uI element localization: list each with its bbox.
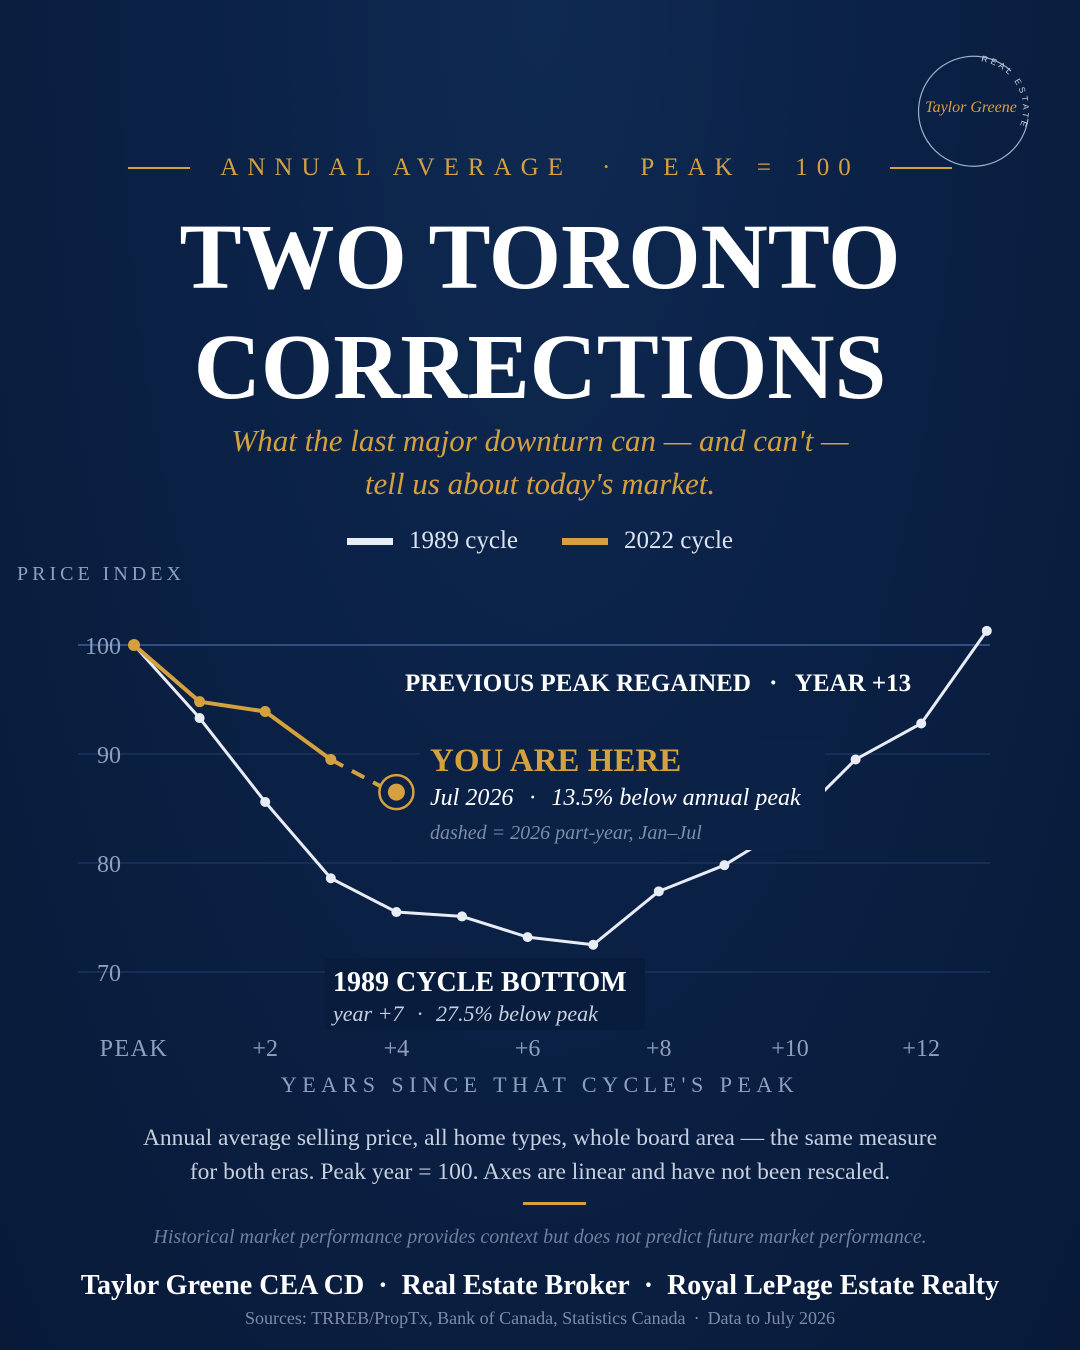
point-1989 xyxy=(260,796,271,807)
annotation-peak-regained: PREVIOUS PEAK REGAINED · YEAR +13 xyxy=(405,670,911,697)
point-1989 xyxy=(325,873,336,884)
point-1989 xyxy=(457,911,467,922)
you-are-here-note: dashed = 2026 part-year, Jan–Jul xyxy=(430,822,702,844)
bottom-label-title: 1989 CYCLE BOTTOM xyxy=(333,967,627,998)
point-1989 xyxy=(391,907,402,918)
series-line-1989 xyxy=(132,629,989,947)
x-tick-label: +10 xyxy=(771,1036,809,1062)
kicker-separator: · xyxy=(601,154,611,181)
disclaimer: Historical market performance provides c… xyxy=(153,1226,927,1248)
legend-label-2022: 2022 cycle xyxy=(624,527,733,554)
point-peak xyxy=(128,639,140,651)
chart-legend: 1989 cycle 2022 cycle xyxy=(0,523,1080,559)
point-1989 xyxy=(522,932,533,943)
subtitle-line-1: What the last major downturn can — and c… xyxy=(231,423,849,458)
you-are-here-backdrop xyxy=(420,738,825,850)
bottom-label-backdrop xyxy=(325,958,645,1030)
y-tick-label: 80 xyxy=(97,852,121,878)
point-2022 xyxy=(194,696,206,708)
subtitle-line-2: tell us about today's market. xyxy=(364,466,716,501)
brand-logo: REAL ESTATE Taylor Greene xyxy=(917,53,1031,167)
credits-separator: · xyxy=(643,1270,654,1301)
legend-item-1989: 1989 cycle xyxy=(347,527,518,555)
legend-label-1989: 1989 cycle xyxy=(409,527,518,554)
method-note-line-1: Annual average selling price, all home t… xyxy=(142,1125,938,1151)
sources-text: Sources: TRREB/PropTx, Bank of Canada, S… xyxy=(244,1308,686,1328)
point-1989 xyxy=(588,939,599,950)
you-are-here-ring xyxy=(378,773,415,811)
sources-data-to: Data to July 2026 xyxy=(707,1308,836,1328)
point-1989 xyxy=(653,886,664,897)
kicker-rule-right xyxy=(889,167,952,169)
x-tick-label: +6 xyxy=(515,1036,541,1062)
you-are-here-point xyxy=(387,783,405,801)
point-1989 xyxy=(916,718,927,729)
point-1989 xyxy=(194,713,205,724)
sources: Sources: TRREB/PropTx, Bank of Canada, S… xyxy=(0,1308,1080,1329)
y-tick-label: 100 xyxy=(85,634,121,660)
price-index-chart: 100 90 80 70 PEAK +2 +4 +6 +8 +10 +12 PREVIOUS PE… xyxy=(78,625,992,1062)
credits-role: Real Estate Broker xyxy=(401,1270,630,1301)
x-tick-label: PEAK xyxy=(100,1036,169,1062)
credits-separator: · xyxy=(378,1270,388,1301)
x-tick-label: +12 xyxy=(902,1036,940,1062)
y-axis-title: PRICE INDEX xyxy=(17,563,185,585)
series-line-2022 xyxy=(132,643,332,762)
chart-annotations: PREVIOUS PEAK REGAINED · YEAR +13 YOU AR… xyxy=(325,670,911,1030)
series-line-2022-partial xyxy=(329,757,382,788)
y-tick-label: 90 xyxy=(97,743,121,769)
you-are-here-detail: Jul 2026 · 13.5% below annual peak xyxy=(430,785,801,811)
legend-item-2022: 2022 cycle xyxy=(562,527,733,555)
series-lines xyxy=(128,625,992,950)
point-1989 xyxy=(981,625,992,636)
credits-name: Taylor Greene CEA CD xyxy=(80,1270,365,1301)
point-1989 xyxy=(719,860,730,871)
method-note-line-2: for both eras. Peak year = 100. Axes are… xyxy=(189,1159,891,1185)
sources-separator: · xyxy=(693,1308,700,1328)
logo-ring-text: REAL ESTATE xyxy=(981,53,1031,131)
point-2022 xyxy=(259,705,271,717)
legend-swatch-2022 xyxy=(562,537,608,545)
kicker-rule-left xyxy=(128,167,191,169)
kicker-left: ANNUAL AVERAGE xyxy=(220,154,572,181)
you-are-here-title: YOU ARE HERE xyxy=(430,743,681,779)
bottom-label-detail: year +7 · 27.5% below peak xyxy=(331,1001,599,1026)
page-title-line-2: CORRECTIONS xyxy=(193,316,887,419)
kicker: ANNUAL AVERAGE · PEAK = 100 xyxy=(0,150,1080,186)
credits: Taylor Greene CEA CD · Real Estate Broker ·… xyxy=(0,1270,1080,1302)
x-tick-label: +2 xyxy=(252,1036,278,1062)
y-tick-labels: 100 90 80 70 xyxy=(85,634,121,987)
x-tick-label: +4 xyxy=(384,1036,410,1062)
page-title-line-1: TWO TORONTO xyxy=(179,206,901,309)
legend-swatch-1989 xyxy=(347,537,394,545)
x-axis-title: YEARS SINCE THAT CYCLE'S PEAK xyxy=(280,1072,800,1097)
point-2022 xyxy=(325,753,337,765)
x-tick-label: +8 xyxy=(646,1036,672,1062)
kicker-right: PEAK = 100 xyxy=(640,154,860,181)
x-tick-labels: PEAK +2 +4 +6 +8 +10 +12 xyxy=(100,1036,940,1062)
logo-name: Taylor Greene xyxy=(925,99,1017,116)
point-1989 xyxy=(850,754,861,765)
y-tick-label: 70 xyxy=(97,961,121,987)
footer-divider xyxy=(523,1202,586,1205)
credits-brokerage: Royal LePage Estate Realty xyxy=(667,1270,1000,1301)
